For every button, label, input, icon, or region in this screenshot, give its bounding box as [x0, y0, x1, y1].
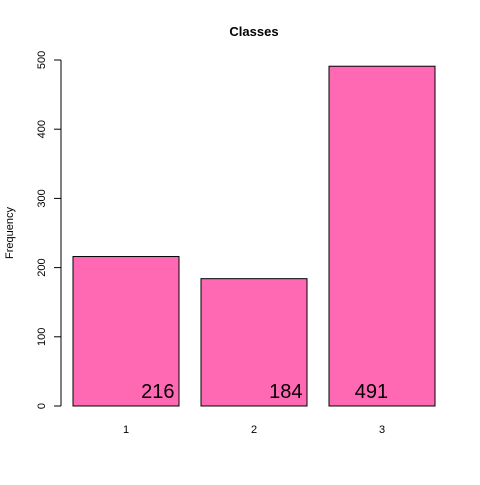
bar-1: [72, 256, 180, 407]
x-tick-label: 3: [379, 424, 385, 436]
y-axis: 0 100 200 300 400 500: [36, 51, 62, 409]
data-labels-group: 216 184 491: [141, 381, 388, 403]
x-tick-label: 2: [251, 424, 257, 436]
y-axis-label: Frequency: [4, 207, 16, 259]
x-tick-label: 1: [123, 424, 129, 436]
y-tick-label: 500: [36, 51, 48, 69]
bars-group: [72, 65, 436, 407]
bar-value-label: 184: [269, 381, 302, 403]
y-tick-label: 100: [36, 328, 48, 346]
bar-2: [200, 278, 308, 407]
x-axis-tick-labels: 1 2 3: [123, 424, 385, 436]
chart-title: Classes: [229, 24, 278, 39]
bar-value-label: 216: [141, 381, 174, 403]
y-tick-label: 400: [36, 120, 48, 138]
bar-3: [328, 65, 436, 407]
y-tick-label: 300: [36, 189, 48, 207]
bar-value-label: 491: [355, 381, 388, 403]
y-tick-label: 0: [36, 403, 48, 409]
y-tick-label: 200: [36, 258, 48, 276]
